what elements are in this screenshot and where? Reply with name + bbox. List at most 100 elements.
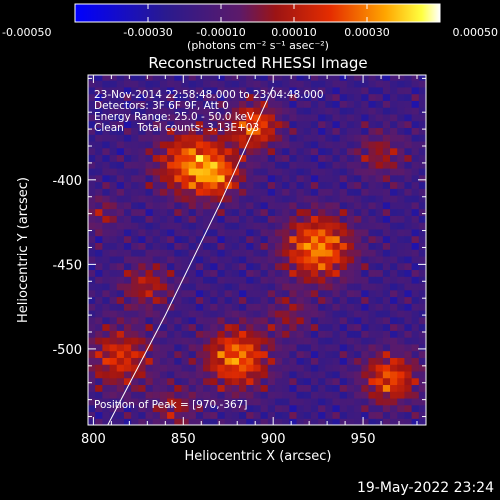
heatmap-cell (346, 289, 355, 298)
heatmap-cell (339, 127, 348, 135)
heatmap-cell (203, 100, 211, 108)
heatmap-cell (368, 127, 377, 135)
heatmap-cell (375, 249, 384, 257)
heatmap-cell (152, 296, 161, 304)
heatmap-cell (159, 242, 168, 250)
heatmap-cell (95, 262, 103, 271)
heatmap-cell (102, 255, 111, 264)
heatmap-cell (159, 93, 168, 101)
heatmap-cell (332, 107, 341, 115)
heatmap-cell (418, 100, 426, 108)
heatmap-cell (145, 140, 154, 149)
heatmap-cell (332, 242, 341, 250)
heatmap-cell (332, 222, 341, 230)
heatmap-cell (217, 404, 226, 413)
heatmap-cell (188, 418, 197, 425)
heatmap-cell (116, 296, 125, 304)
heatmap-cell (282, 310, 290, 318)
heatmap-cell (109, 154, 118, 162)
heatmap-cell (368, 262, 377, 271)
heatmap-cell (310, 154, 319, 162)
heatmap-cell (246, 397, 255, 406)
heatmap-cell (195, 140, 204, 149)
heatmap-cell (303, 269, 312, 277)
heatmap-cell (224, 161, 233, 169)
heatmap-cell (138, 282, 147, 291)
heatmap-cell (159, 235, 168, 243)
heatmap-cell (174, 350, 183, 358)
heatmap-cell (325, 397, 334, 406)
heatmap-cell (95, 75, 103, 81)
heatmap-cell (382, 262, 391, 271)
heatmap-cell (203, 188, 211, 196)
heatmap-cell (361, 93, 370, 101)
heatmap-cell (296, 262, 305, 271)
heatmap-cell (382, 188, 391, 196)
heatmap-cell (361, 222, 370, 230)
heatmap-cell (411, 215, 420, 223)
heatmap-cell (210, 323, 219, 331)
heatmap-cell (368, 107, 377, 115)
heatmap-cell (354, 316, 362, 325)
heatmap-cell (346, 127, 355, 135)
heatmap-cell (181, 397, 190, 406)
heatmap-cell (260, 201, 269, 210)
heatmap-cell (109, 181, 118, 189)
heatmap-cell (167, 282, 175, 291)
heatmap-cell (181, 296, 190, 304)
heatmap-cell (116, 127, 125, 135)
heatmap-cell (318, 323, 326, 331)
heatmap-cell (346, 357, 355, 365)
heatmap-cell (203, 384, 211, 392)
heatmap-cell (361, 411, 370, 419)
heatmap-cell (231, 269, 240, 277)
heatmap-cell (116, 174, 125, 183)
heatmap-cell (109, 276, 118, 284)
heatmap-cell (310, 147, 319, 156)
heatmap-cell (325, 228, 334, 237)
heatmap-cell (167, 343, 175, 352)
heatmap-cell (397, 235, 406, 243)
heatmap-cell (397, 86, 406, 95)
heatmap-cell (210, 343, 219, 352)
heatmap-cell (131, 323, 139, 331)
heatmap-cell (102, 404, 111, 413)
heatmap-cell (404, 370, 413, 379)
heatmap-cell (346, 195, 355, 203)
heatmap-cell (188, 235, 197, 243)
heatmap-cell (210, 120, 219, 129)
heatmap-cell (109, 161, 118, 169)
heatmap-cell (88, 310, 96, 318)
heatmap-cell (95, 222, 103, 230)
heatmap-cell (131, 174, 139, 183)
heatmap-cell (246, 337, 255, 345)
heatmap-cell (159, 282, 168, 291)
heatmap-cell (418, 188, 426, 196)
heatmap-cell (267, 167, 276, 176)
heatmap-cell (296, 107, 305, 115)
heatmap-cell (231, 80, 240, 88)
heatmap-cell (123, 316, 132, 325)
heatmap-cell (102, 310, 111, 318)
heatmap-cell (217, 337, 226, 345)
heatmap-cell (181, 364, 190, 372)
heatmap-cell (375, 127, 384, 135)
heatmap-cell (339, 357, 348, 365)
heatmap-cell (159, 404, 168, 413)
heatmap-cell (239, 310, 247, 318)
colorbar-ticks: -0.00050 -0.00030 -0.00010 0.00010 0.00030 0.… (2, 4, 498, 39)
heatmap-cell (346, 174, 355, 183)
heatmap-cell (397, 242, 406, 250)
heatmap-cell (159, 418, 168, 425)
heatmap-cell (131, 303, 139, 311)
heatmap-cell (282, 208, 290, 216)
heatmap-cell (289, 350, 298, 358)
heatmap-cell (253, 384, 262, 392)
heatmap-cell (203, 289, 211, 298)
heatmap-cell (167, 269, 175, 277)
heatmap-cell (131, 127, 139, 135)
heatmap-cell (332, 195, 341, 203)
heatmap-cell (181, 113, 190, 122)
heatmap-cell (246, 120, 255, 129)
heatmap-cell (145, 174, 154, 183)
